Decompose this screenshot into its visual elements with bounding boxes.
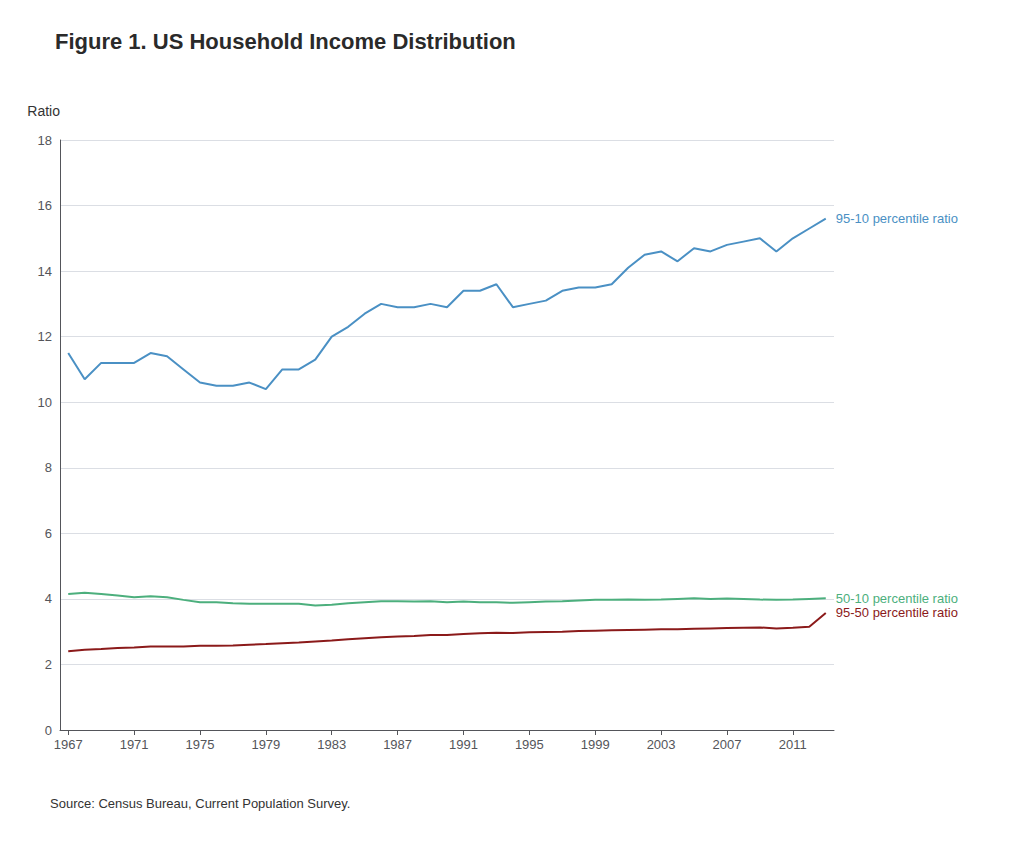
svg-text:1991: 1991 [449, 737, 478, 752]
svg-text:2007: 2007 [712, 737, 741, 752]
svg-text:10: 10 [38, 395, 52, 410]
svg-text:1975: 1975 [186, 737, 215, 752]
svg-text:4: 4 [45, 591, 52, 606]
svg-text:2: 2 [45, 657, 52, 672]
svg-text:Source: Census Bureau, Current: Source: Census Bureau, Current Populatio… [50, 796, 350, 811]
svg-text:1999: 1999 [581, 737, 610, 752]
svg-text:Figure 1. US Household Income: Figure 1. US Household Income Distributi… [55, 29, 516, 54]
svg-text:2003: 2003 [647, 737, 676, 752]
svg-text:1995: 1995 [515, 737, 544, 752]
svg-text:1967: 1967 [54, 737, 83, 752]
svg-text:1987: 1987 [383, 737, 412, 752]
svg-text:95-50 percentile ratio: 95-50 percentile ratio [836, 605, 958, 620]
svg-text:2011: 2011 [779, 737, 807, 752]
svg-text:18: 18 [38, 133, 52, 148]
svg-text:8: 8 [45, 460, 52, 475]
svg-text:95-10 percentile ratio: 95-10 percentile ratio [836, 211, 958, 226]
svg-text:1971: 1971 [120, 737, 149, 752]
svg-text:50-10 percentile ratio: 50-10 percentile ratio [836, 591, 958, 606]
svg-text:12: 12 [38, 329, 52, 344]
svg-text:16: 16 [38, 198, 52, 213]
svg-text:1983: 1983 [317, 737, 346, 752]
svg-text:6: 6 [45, 526, 52, 541]
svg-text:1979: 1979 [251, 737, 280, 752]
svg-text:Ratio: Ratio [27, 103, 60, 119]
svg-text:0: 0 [45, 723, 52, 738]
svg-text:14: 14 [38, 264, 52, 279]
